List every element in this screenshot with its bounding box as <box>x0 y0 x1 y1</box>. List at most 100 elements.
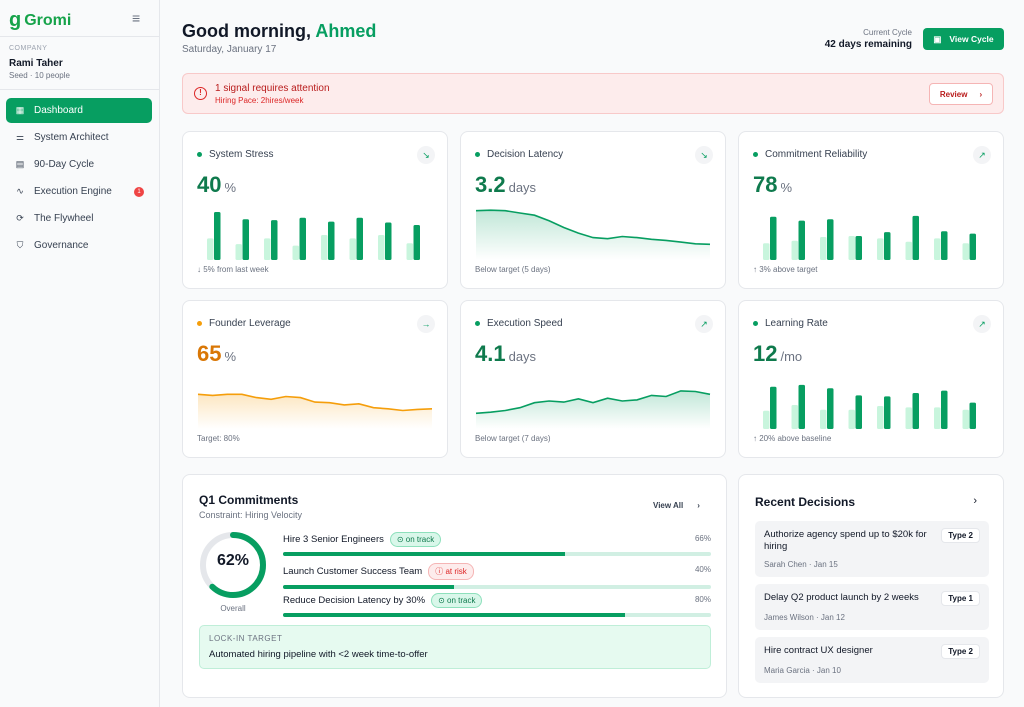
decision-item[interactable]: Hire contract UX designer Maria Garcia ·… <box>755 637 989 683</box>
sidebar-item-the-flywheel[interactable]: ⟳ The Flywheel <box>6 206 152 231</box>
trend-arrow-icon[interactable]: ↘ <box>695 146 713 164</box>
decision-type-badge: Type 2 <box>941 644 980 659</box>
metric-chart <box>197 393 433 429</box>
commitment-percent: 40% <box>694 564 711 574</box>
view-cycle-button[interactable]: ▣ View Cycle <box>923 28 1004 50</box>
alert-sub: Hiring Pace: 2hires/week <box>215 96 304 105</box>
status-badge: ⊙ on track <box>389 532 442 547</box>
bar-previous <box>349 238 356 260</box>
bar-previous <box>905 241 912 260</box>
trend-arrow-icon[interactable]: ↘ <box>417 146 435 164</box>
metric-card-system-stress[interactable]: System Stress ↘ 40% ↓ 5% from last week <box>182 131 448 289</box>
metric-value: 3.2 days <box>475 172 537 197</box>
decision-type-badge: Type 1 <box>941 591 980 606</box>
bar-previous <box>877 405 884 429</box>
bar-previous <box>791 240 798 260</box>
trend-arrow-icon[interactable]: ↗ <box>973 315 991 333</box>
trend-line <box>475 390 711 415</box>
metric-value: 12/mo <box>753 341 803 366</box>
page-title: Good morning, Ahmed <box>182 21 377 41</box>
divider <box>0 89 160 90</box>
decision-meta: James Wilson · Jan 12 <box>764 613 845 622</box>
company-label: COMPANY <box>9 45 48 52</box>
bar-current <box>214 212 221 260</box>
sidebar-item-dashboard[interactable]: ▦ Dashboard <box>6 98 152 123</box>
refresh-icon: ⟳ <box>16 213 24 223</box>
chevron-right-icon[interactable]: › <box>973 495 977 507</box>
bar-current <box>299 217 306 260</box>
metric-card-execution-speed[interactable]: Execution Speed ↗ 4.1 days Below target (… <box>460 300 726 458</box>
commitments-title: Q1 Commitments <box>199 493 299 507</box>
metric-chart <box>475 390 711 429</box>
sidebar-item-system-architect[interactable]: ⚌ System Architect <box>6 125 152 150</box>
calendar-icon: ▣ <box>933 33 942 44</box>
bar-previous <box>905 407 912 429</box>
trend-arrow-icon[interactable]: ↗ <box>695 315 713 333</box>
status-dot <box>753 152 758 157</box>
metric-card-decision-latency[interactable]: Decision Latency ↘ 3.2 days Below target … <box>460 131 726 289</box>
metric-title: Decision Latency <box>475 149 563 160</box>
commitment-item[interactable]: Reduce Decision Latency by 30% ⊙ on track… <box>283 593 711 617</box>
bar-current <box>884 232 891 260</box>
metric-value: 40% <box>197 172 237 197</box>
metric-chart <box>763 384 976 429</box>
bar-current <box>969 233 976 260</box>
decision-title: Authorize agency spend up to $20k for hi… <box>764 529 927 552</box>
sidebar-item-governance[interactable]: ⛉ Governance <box>6 233 152 258</box>
metric-card-founder-leverage[interactable]: Founder Leverage → 65% Target: 80% <box>182 300 448 458</box>
logo[interactable]: g Gromi <box>9 9 71 32</box>
alert-icon: ! <box>194 87 207 100</box>
status-dot <box>475 321 480 326</box>
bar-current <box>798 384 805 429</box>
alert-circle-icon: ⓘ <box>435 566 444 576</box>
bar-previous <box>820 236 827 260</box>
bar-previous <box>406 243 413 260</box>
decision-title: Hire contract UX designer <box>764 645 873 656</box>
metric-card-commitment-reliability[interactable]: Commitment Reliability ↗ 78% ↑ 3% above … <box>738 131 1004 289</box>
logo-icon: g <box>9 9 22 31</box>
shield-icon: ⛉ <box>16 240 24 250</box>
chevron-right-icon: › <box>697 501 700 510</box>
area-fill <box>198 394 432 429</box>
progress-bar <box>283 584 711 589</box>
metric-card-learning-rate[interactable]: Learning Rate ↗ 12/mo ↑ 20% above baseli… <box>738 300 1004 458</box>
overall-percent: 62% <box>216 552 250 569</box>
metric-title: System Stress <box>197 149 273 160</box>
commitment-title: Hire 3 Senior Engineers <box>283 534 384 545</box>
sidebar-item-label: 90-Day Cycle <box>34 159 95 170</box>
bar-previous <box>877 238 884 260</box>
review-button[interactable]: Review › <box>929 83 993 105</box>
progress-fill <box>283 613 626 617</box>
bar-current <box>770 386 777 429</box>
trend-arrow-icon[interactable]: → <box>417 315 435 333</box>
divider <box>0 36 160 37</box>
commitment-item[interactable]: Launch Customer Success Team ⓘ at risk 40… <box>283 562 711 589</box>
decision-item[interactable]: Authorize agency spend up to $20k for hi… <box>755 521 989 577</box>
commitment-item[interactable]: Hire 3 Senior Engineers ⊙ on track 66% <box>283 532 711 556</box>
bar-current <box>855 395 862 429</box>
sidebar-item-90-day-cycle[interactable]: ▤ 90-Day Cycle <box>6 152 152 177</box>
sidebar-item-execution-engine[interactable]: ∿ Execution Engine 1 <box>6 179 152 204</box>
view-all-button[interactable]: View All › <box>653 501 700 510</box>
metric-value: 78% <box>753 172 793 197</box>
bar-previous <box>321 235 328 260</box>
bar-previous <box>207 238 214 260</box>
hamburger-menu-icon[interactable]: ≡ <box>132 10 141 26</box>
lock-in-target: LOCK-IN TARGET Automated hiring pipeline… <box>199 625 711 669</box>
calendar-icon: ▤ <box>15 159 25 169</box>
trend-arrow-icon[interactable]: ↗ <box>973 146 991 164</box>
progress-bar <box>283 613 711 617</box>
decisions-title: Recent Decisions <box>755 495 856 509</box>
sidebar: g Gromi ≡ COMPANY Rami Taher Seed · 10 pe… <box>0 0 160 707</box>
decision-item[interactable]: Delay Q2 product launch by 2 weeks James… <box>755 584 989 630</box>
status-dot <box>197 152 202 157</box>
bar-previous <box>962 409 969 429</box>
bar-previous <box>791 405 798 429</box>
overall-progress-arc <box>200 532 266 598</box>
metric-footnote: ↑ 20% above baseline <box>753 434 832 443</box>
metric-value: 65% <box>197 341 237 366</box>
overall-caption: Overall <box>220 604 246 613</box>
bar-current <box>770 216 777 260</box>
bar-current <box>912 215 919 260</box>
bar-current <box>855 236 862 260</box>
